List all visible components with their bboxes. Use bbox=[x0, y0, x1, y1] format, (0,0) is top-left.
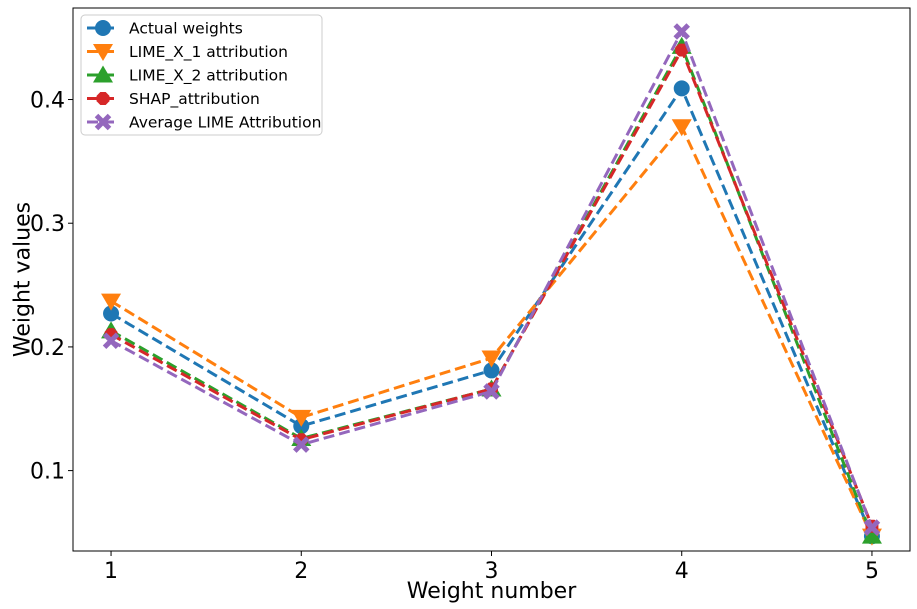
series-line bbox=[110, 42, 874, 537]
legend-label: SHAP_attribution bbox=[129, 90, 260, 109]
legend-marker bbox=[94, 113, 112, 131]
data-point bbox=[293, 436, 310, 453]
series-line bbox=[110, 123, 874, 537]
legend-marker bbox=[96, 92, 110, 105]
y-axis: 0.1 0.2 0.3 0.4 Weight values bbox=[11, 89, 73, 485]
series-line bbox=[110, 85, 874, 537]
legend-item: LIME_X_2 attribution bbox=[87, 65, 288, 86]
legend: Actual weights LIME_X_1 attribution LIME_X… bbox=[80, 14, 323, 136]
data-point bbox=[675, 43, 689, 57]
x-axis-title: Weight number bbox=[407, 579, 577, 604]
data-point bbox=[483, 383, 500, 400]
y-tick-label: 0.4 bbox=[30, 89, 65, 114]
x-axis: 1 2 3 4 5 Weight number bbox=[104, 551, 879, 604]
series-actual-weights bbox=[103, 80, 880, 545]
data-point bbox=[483, 362, 500, 379]
legend-label: LIME_X_1 attribution bbox=[129, 43, 288, 62]
legend-item: LIME_X_1 attribution bbox=[87, 43, 288, 62]
y-tick-label: 0.2 bbox=[30, 336, 65, 361]
y-axis-title: Weight values bbox=[11, 202, 36, 357]
legend-marker bbox=[93, 44, 113, 61]
series-average-lime-attribution bbox=[102, 23, 881, 536]
legend-item: Average LIME Attribution bbox=[87, 114, 321, 132]
legend-label: Actual weights bbox=[129, 20, 243, 38]
series-lime-x-1-attribution bbox=[101, 119, 882, 546]
data-point bbox=[101, 293, 122, 311]
legend-item: SHAP_attribution bbox=[87, 90, 260, 109]
x-tick-label: 4 bbox=[675, 559, 689, 584]
data-point bbox=[481, 350, 502, 368]
x-tick-label: 1 bbox=[104, 559, 118, 584]
x-tick-label: 2 bbox=[294, 559, 308, 584]
data-point bbox=[102, 332, 120, 349]
data-point bbox=[291, 409, 312, 427]
legend-label: LIME_X_2 attribution bbox=[129, 67, 288, 86]
legend-marker bbox=[95, 20, 111, 36]
y-tick-label: 0.3 bbox=[30, 212, 65, 237]
data-point bbox=[671, 119, 692, 137]
data-point bbox=[103, 305, 120, 322]
data-point bbox=[673, 23, 690, 40]
legend-box bbox=[80, 14, 323, 136]
legend-item: Actual weights bbox=[87, 20, 243, 38]
data-point bbox=[673, 80, 690, 97]
x-tick-label: 3 bbox=[485, 559, 499, 584]
series-line bbox=[110, 27, 874, 529]
legend-marker bbox=[93, 65, 113, 83]
x-tick-label: 5 bbox=[865, 559, 879, 584]
data-point bbox=[861, 526, 882, 544]
y-tick-label: 0.1 bbox=[30, 460, 65, 485]
data-point bbox=[863, 519, 881, 536]
series-line bbox=[110, 46, 874, 527]
legend-label: Average LIME Attribution bbox=[129, 114, 321, 132]
